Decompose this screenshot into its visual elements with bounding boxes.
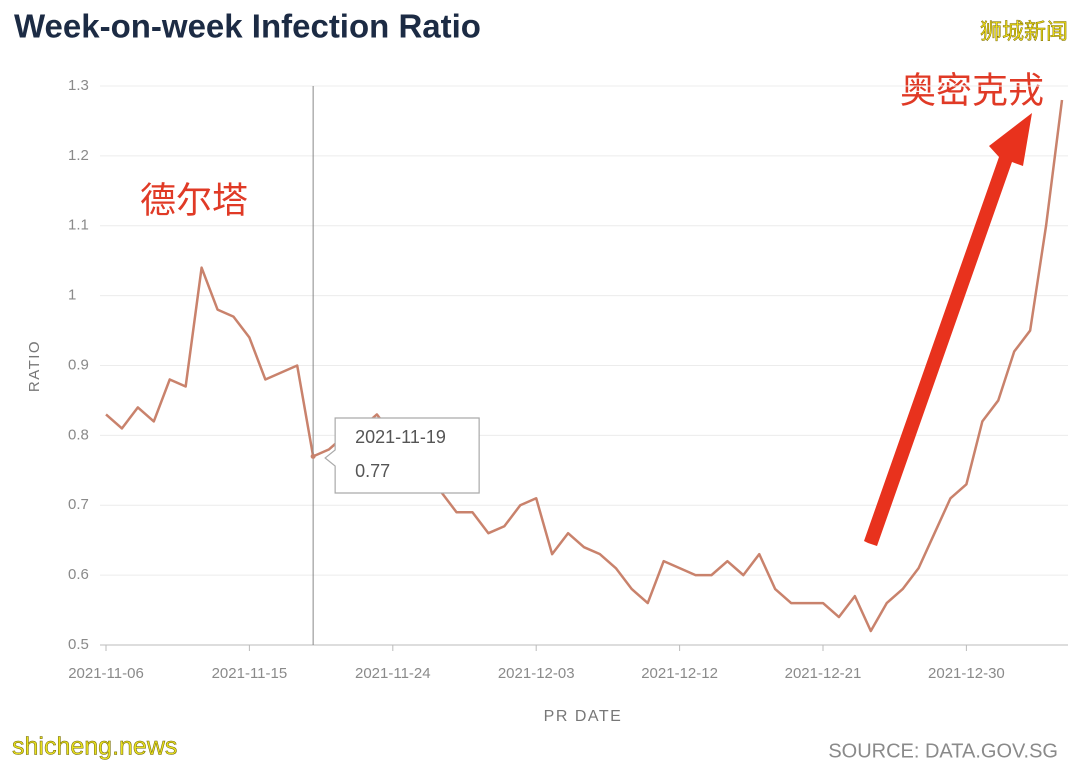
data-line — [105, 99, 1064, 633]
y-tick-label: 1.3 — [68, 77, 89, 94]
x-tick-label: 2021-11-24 — [355, 665, 431, 682]
tooltip-box — [324, 417, 480, 494]
y-tick-label: 1 — [68, 287, 76, 304]
annotation: 德尔塔 — [140, 180, 248, 221]
x-tick-label: 2021-12-03 — [498, 665, 575, 682]
plot-area: 0.5 0.6 0.7 0.8 0.9 1 1.1 1.2 1.3 2021-11-06 2021-… — [68, 77, 1068, 682]
y-tick-label: 1.2 — [68, 147, 89, 164]
x-axis-label: PR DATE — [544, 708, 623, 725]
y-tick-label: 0.7 — [68, 496, 89, 513]
y-tick-label: 0.5 — [68, 636, 89, 653]
annotation: 奥密克戎 — [900, 70, 1044, 111]
x-tick-label: 2021-12-21 — [785, 665, 862, 682]
y-tick-label: 0.6 — [68, 566, 89, 583]
tooltip-date: 2021-11-19 — [355, 427, 446, 447]
watermark: shicheng.news — [12, 733, 177, 761]
tooltip-value: 0.77 — [355, 461, 390, 481]
y-tick-label: 0.8 — [68, 426, 89, 443]
x-tick-label: 2021-12-30 — [928, 665, 1005, 682]
y-tick-label: 1.1 — [68, 217, 89, 234]
x-tick-label: 2021-11-06 — [68, 665, 144, 682]
watermark: 狮城新闻 — [980, 19, 1068, 44]
source: SOURCE: DATA.GOV.SG — [828, 740, 1058, 762]
y-axis-label: RATIO — [26, 340, 43, 392]
x-tick-label: 2021-12-12 — [641, 665, 718, 682]
tooltip-point — [310, 453, 316, 459]
tooltip: 2021-11-19 0.77 — [310, 86, 480, 645]
x-tick-label: 2021-11-15 — [212, 665, 288, 682]
y-tick-label: 0.9 — [68, 356, 89, 373]
chart-title: Week-on-week Infection Ratio — [14, 8, 481, 45]
arrow — [864, 113, 1032, 546]
